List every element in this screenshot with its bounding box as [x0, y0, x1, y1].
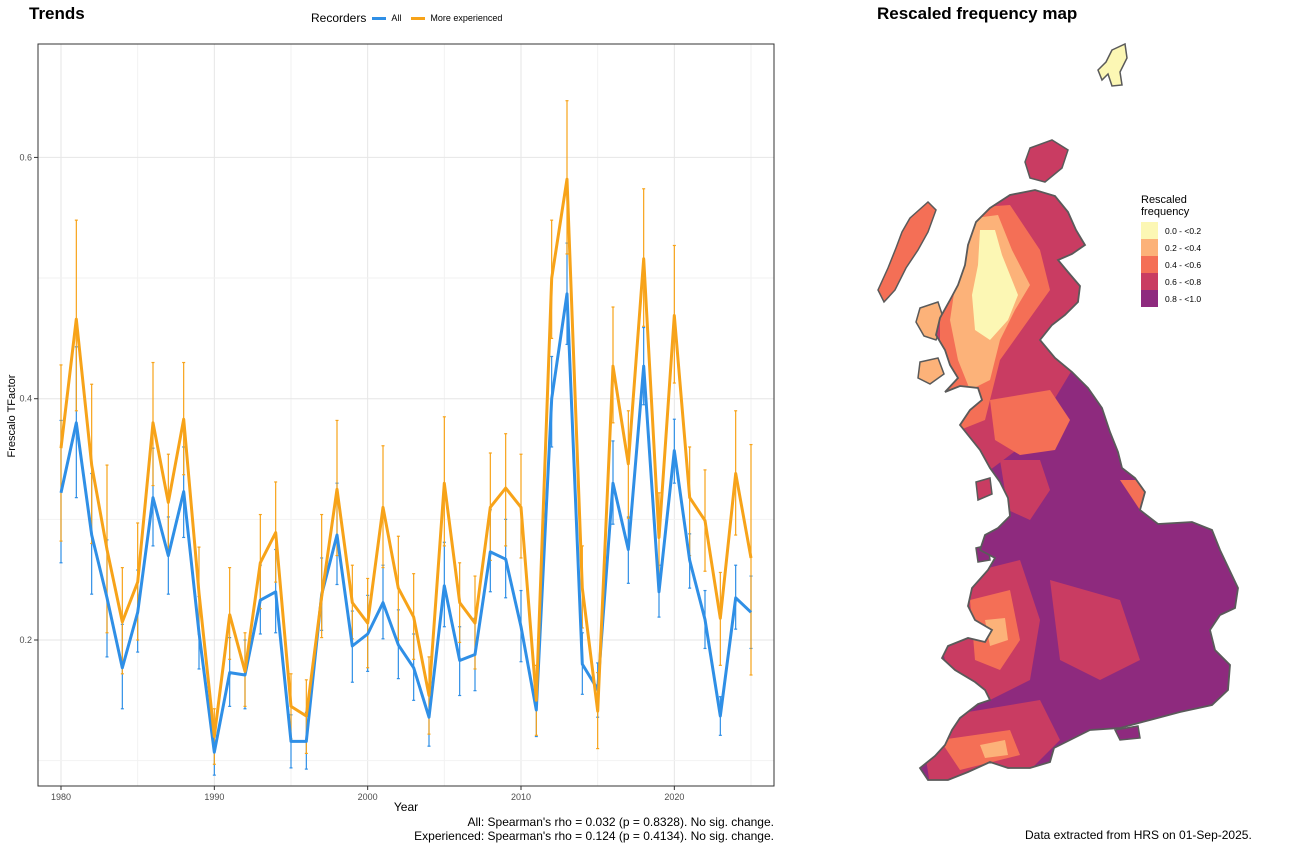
legend-title: Recorders — [311, 11, 367, 25]
axis-ticks: 1980 1990 2000 2010 2020 0.2 0.4 0.6 — [19, 152, 684, 802]
map-legend-swatch — [1141, 290, 1158, 307]
plot-area — [38, 44, 774, 786]
series-line-experienced — [59, 177, 753, 738]
error-bar — [74, 219, 78, 412]
x-tick-label: 1980 — [51, 792, 71, 802]
legend-label-all: All — [391, 13, 402, 23]
trends-title: Trends — [29, 4, 85, 23]
frequency-map — [877, 42, 1239, 781]
map-legend-title: Rescaled frequency — [1141, 194, 1190, 218]
outer-hebrides — [877, 200, 937, 304]
y-tick-label: 0.4 — [19, 394, 32, 404]
stats-all: All: Spearman's rho = 0.032 (p = 0.8328)… — [467, 815, 774, 829]
zone-midlands — [1050, 580, 1140, 680]
legend-label-experienced: More experienced — [430, 13, 503, 23]
zone-wales-high — [940, 560, 1040, 700]
y-axis-title: Frescalo TFactor — [6, 374, 18, 457]
zone-sw-mid — [940, 730, 1020, 770]
legend-item-all: All — [372, 13, 401, 23]
map-title: Rescaled frequency map — [877, 4, 1078, 23]
x-tick-label: 2020 — [664, 792, 684, 802]
x-axis-title: Year — [394, 800, 418, 814]
error-bar — [59, 364, 63, 542]
mull-island — [917, 357, 945, 385]
map-legend-swatch — [1141, 256, 1158, 273]
map-legend-label: 0.0 - <0.2 — [1165, 225, 1202, 236]
footnote: Data extracted from HRS on 01-Sep-2025. — [1025, 828, 1252, 842]
map-legend-item: 0.6 - <0.8 — [1141, 273, 1221, 290]
x-tick-label: 2010 — [511, 792, 531, 802]
legend-swatch-all — [372, 16, 387, 20]
zone-scotland-verylow — [972, 230, 1018, 340]
map-legend-label: 0.4 - <0.6 — [1165, 259, 1202, 270]
zone-wales-low — [985, 618, 1008, 646]
map-legend: Rescaled frequency 0.0 - <0.2 0.2 - <0.4 0… — [1141, 194, 1221, 307]
series-lines — [59, 177, 753, 754]
map-legend-label: 0.2 - <0.4 — [1165, 242, 1202, 253]
x-tick-label: 2000 — [358, 792, 378, 802]
map-legend-swatch — [1141, 273, 1158, 290]
series-line-all — [59, 292, 753, 754]
plot-border — [37, 43, 775, 787]
trend-chart: 1980 1990 2000 2010 2020 0.2 0.4 0.6 Year Fresc… — [6, 43, 775, 814]
map-legend-swatch — [1141, 222, 1158, 239]
map-islands — [877, 42, 1141, 741]
x-tick-label: 1990 — [204, 792, 224, 802]
zone-southern-uplands — [990, 390, 1070, 455]
map-legend-label: 0.6 - <0.8 — [1165, 276, 1202, 287]
anglesey-island — [975, 477, 993, 502]
error-bar — [442, 416, 446, 547]
zone-sw-low — [980, 740, 1008, 758]
y-tick-label: 0.2 — [19, 635, 32, 645]
error-bar — [565, 100, 569, 255]
error-bar — [749, 443, 753, 676]
spearman-stats: All: Spearman's rho = 0.032 (p = 0.8328)… — [414, 815, 774, 843]
map-legend-item: 0.2 - <0.4 — [1141, 239, 1221, 256]
error-bar — [320, 513, 324, 639]
zone-north-england — [1000, 460, 1050, 520]
stats-experienced: Experienced: Spearman's rho = 0.124 (p =… — [414, 829, 774, 843]
legend-swatch-experienced — [411, 16, 426, 20]
y-tick-label: 0.6 — [19, 152, 32, 162]
map-legend-item: 0.4 - <0.6 — [1141, 256, 1221, 273]
map-legend-item: 0.8 - <1.0 — [1141, 290, 1221, 307]
chart-legend: Recorders All More experienced — [311, 11, 512, 25]
map-legend-item: 0.0 - <0.2 — [1141, 222, 1221, 239]
isle-of-wight — [1113, 725, 1141, 741]
map-legend-swatch — [1141, 239, 1158, 256]
legend-item-experienced: More experienced — [411, 13, 502, 23]
shetland-island — [1097, 42, 1128, 87]
orkney-island — [1024, 139, 1069, 183]
map-legend-label: 0.8 - <1.0 — [1165, 293, 1202, 304]
